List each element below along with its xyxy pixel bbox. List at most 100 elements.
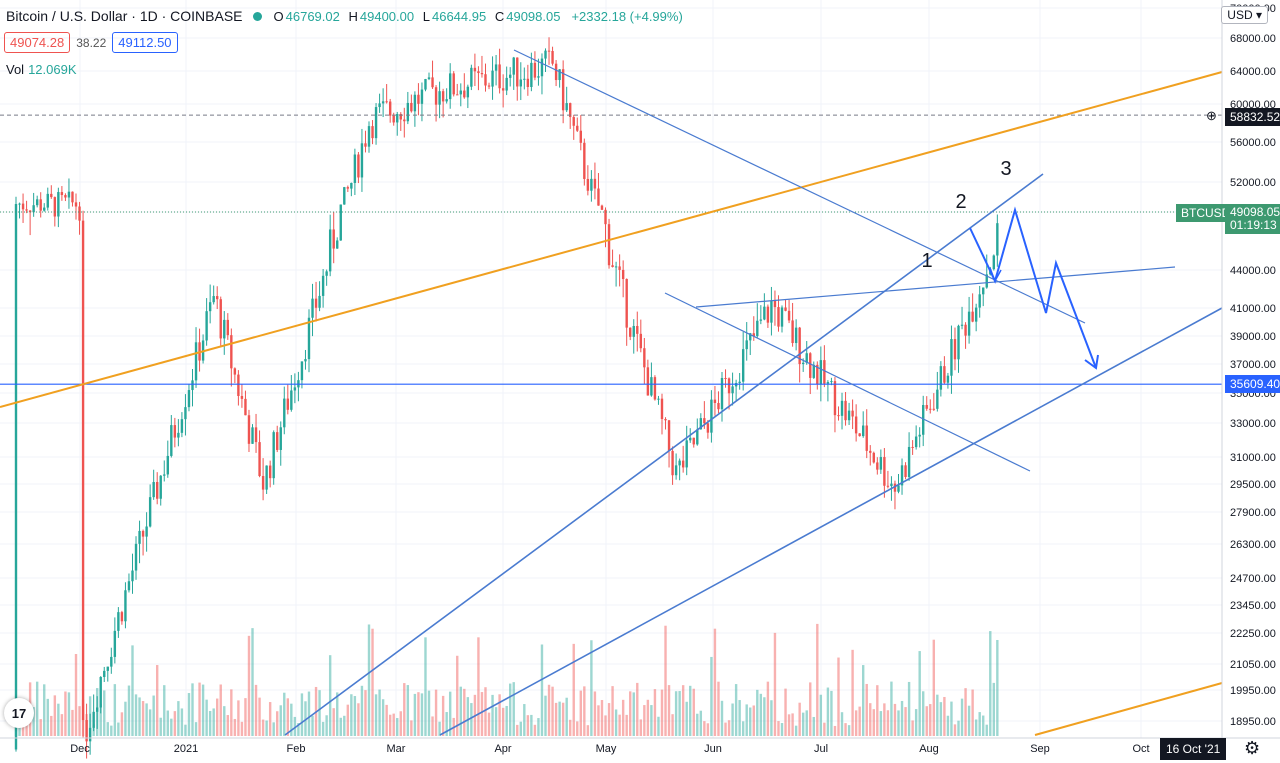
candle-body [445,99,448,102]
volume-bar [537,718,540,736]
volume-bar [763,697,766,736]
volume-bar [321,721,325,736]
volume-bar [530,714,533,736]
volume-bar [244,698,247,736]
volume-bar [117,722,120,736]
symbol-title[interactable]: Bitcoin / U.S. Dollar · 1D · COINBASE [6,8,243,24]
volume-bar [417,692,420,736]
candle-body [650,377,653,396]
volume-bar [629,691,632,736]
candle-body [261,476,265,490]
volume-bar [837,657,840,736]
time-axis-label: Jul [814,743,828,755]
volume-bar [597,705,600,736]
candle-body [918,434,921,437]
volume-bar [212,708,215,736]
candle-body [367,126,371,147]
candle-body [177,432,180,438]
ohlc-low-label: L [422,8,430,24]
volume-bar [621,699,625,736]
price-axis-label: 37000.00 [1230,359,1276,371]
buy-price-button[interactable]: 49112.50 [112,32,178,53]
candle-body [816,364,819,385]
projection-arrow-small [989,267,1002,283]
currency-selector[interactable]: USD ▾ [1221,6,1268,24]
volume-bar [516,724,519,736]
candle-body [244,398,247,416]
candle-body [88,727,92,742]
candle-body [290,390,293,410]
candle-body [537,76,540,78]
price-axis-label: 29500.00 [1230,479,1276,491]
candle-body [784,307,787,311]
volume-bar [646,699,650,736]
volume-bar [978,712,981,736]
candle-body [830,381,833,383]
volume-bar [46,698,49,736]
candle-body [671,450,674,476]
tradingview-logo-icon[interactable]: 17 [4,698,34,728]
volume-bar [297,722,300,736]
candle-body [865,425,868,451]
candle-body [600,205,604,210]
volume-bar [64,691,67,736]
candle-body [943,366,946,383]
candle-body [526,78,530,87]
candle-body [237,374,240,396]
candle-body [706,423,710,433]
candle-body [837,415,840,417]
candle-body [777,307,780,327]
volume-bar [854,710,858,736]
candle-body [971,311,974,322]
add-alert-icon[interactable]: ⊕ [1206,108,1217,123]
gear-icon[interactable]: ⚙ [1244,738,1261,758]
candle-body [219,299,222,339]
symbol-price-tag: BTCUSD [1176,204,1236,222]
volume-bar [35,681,39,736]
price-axis-label: 19950.00 [1230,685,1276,697]
volume-bar [138,697,141,736]
price-axis-label: 56000.00 [1230,137,1276,149]
candle-body [724,378,727,380]
candle-body [614,266,618,268]
candle-body [749,333,752,341]
candle-body [216,296,219,300]
candle-body [544,50,547,59]
volume-bar [569,719,572,736]
volume-bar [392,713,395,736]
candle-body [254,427,258,443]
candle-body [911,446,914,448]
volume-bar [113,684,117,736]
candle-body [399,114,402,120]
volume-bar [300,693,304,736]
candle-body [657,398,660,400]
candle-body [501,88,505,91]
volume-bar [618,714,621,736]
volume-bar [576,721,579,736]
volume-bar [187,693,191,736]
candle-body [759,319,763,321]
volume-bar [713,628,717,736]
candle-body [932,408,935,410]
candle-body [413,94,417,112]
volume-bar [385,704,388,736]
candle-body [862,425,865,437]
volume-bars [14,623,999,736]
sell-price-button[interactable]: 49074.28 [4,32,71,53]
volume-bar [816,623,819,736]
candle-body [403,119,406,122]
volume-bar [131,645,134,736]
candle-body [385,101,388,103]
candle-body [113,630,117,657]
volume-bar [907,681,911,736]
volume-bar [230,689,233,736]
volume-bar [272,722,275,736]
volume-bar [258,697,261,736]
candle-body [120,612,124,622]
volume-bar [491,694,494,736]
volume-bar [784,688,787,736]
volume-bar [205,699,208,736]
volume-bar [21,722,25,736]
candle-body [678,460,681,466]
